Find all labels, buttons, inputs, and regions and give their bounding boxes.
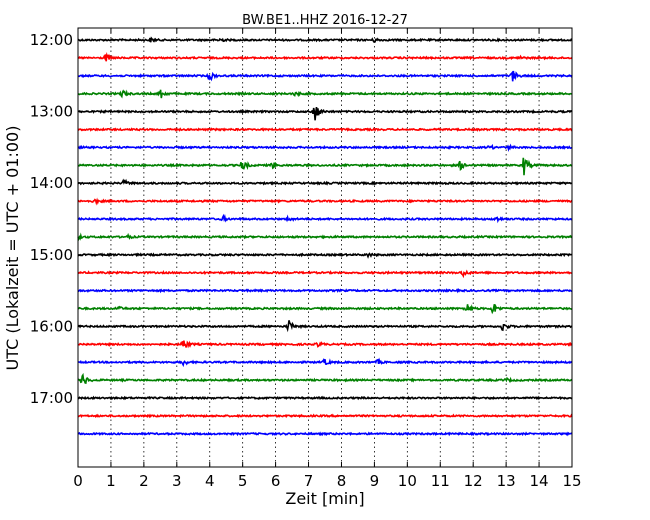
y-tick-label: 15:00 <box>30 246 73 264</box>
trace-1445 <box>77 232 573 241</box>
x-tick-label: 15 <box>562 472 581 490</box>
trace-1615 <box>77 340 573 349</box>
trace-1215 <box>78 51 573 62</box>
trace-1645 <box>78 372 573 385</box>
x-tick-label: 7 <box>304 472 314 490</box>
trace-1230 <box>77 70 573 82</box>
y-tick-label: 16:00 <box>30 317 73 335</box>
trace-1245 <box>77 89 573 99</box>
x-tick-label: 12 <box>464 472 483 490</box>
y-tick-label: 12:00 <box>30 31 73 49</box>
trace-1430 <box>77 213 573 224</box>
trace-1345 <box>77 157 572 176</box>
trace-1500 <box>77 252 573 259</box>
x-tick-label: 4 <box>205 472 215 490</box>
y-axis-label: UTC (Lokalzeit = UTC + 01:00) <box>3 126 22 371</box>
trace-1315 <box>77 127 573 132</box>
plot-frame <box>77 27 573 468</box>
x-axis-ticks: 0 1 2 3 4 5 6 7 8 9 10 11 12 13 14 15 <box>73 28 582 490</box>
trace-1715 <box>77 413 573 419</box>
trace-1545 <box>78 303 573 315</box>
x-tick-label: 0 <box>73 472 83 490</box>
x-tick-label: 13 <box>497 472 516 490</box>
x-tick-label: 1 <box>106 472 116 490</box>
x-tick-label: 9 <box>370 472 380 490</box>
x-tick-label: 8 <box>337 472 347 490</box>
vertical-gridlines <box>110 28 540 467</box>
trace-1415 <box>77 197 573 206</box>
trace-1700 <box>77 395 573 401</box>
x-tick-label: 6 <box>271 472 281 490</box>
x-tick-label: 11 <box>431 472 450 490</box>
trace-1300 <box>77 106 573 121</box>
seismic-traces <box>77 36 573 437</box>
y-tick-label: 17:00 <box>30 389 73 407</box>
trace-1600 <box>77 320 573 333</box>
x-tick-label: 5 <box>238 472 248 490</box>
trace-1730 <box>77 431 573 437</box>
y-tick-label: 13:00 <box>30 103 73 121</box>
y-tick-label: 14:00 <box>30 174 73 192</box>
trace-1330 <box>77 143 573 153</box>
x-tick-label: 2 <box>139 472 149 490</box>
trace-1630 <box>77 357 573 368</box>
trace-1400 <box>77 178 573 186</box>
x-tick-label: 3 <box>172 472 182 490</box>
trace-1515 <box>77 269 573 279</box>
trace-1530 <box>77 287 573 294</box>
x-tick-label: 10 <box>398 472 417 490</box>
chart-title: BW.BE1..HHZ 2016-12-27 <box>242 13 408 28</box>
y-axis-ticks: 12:00 13:00 14:00 15:00 16:00 17:00 <box>30 31 572 407</box>
trace-1200 <box>77 36 573 43</box>
x-axis-label: Zeit [min] <box>285 489 364 508</box>
x-tick-label: 14 <box>530 472 549 490</box>
